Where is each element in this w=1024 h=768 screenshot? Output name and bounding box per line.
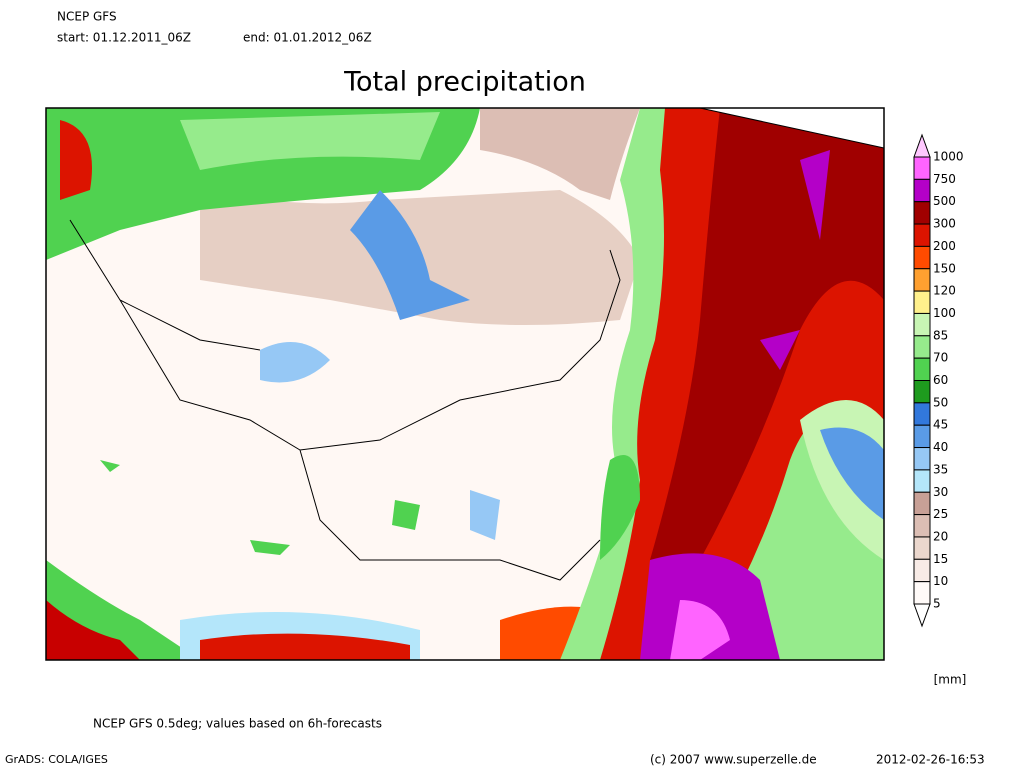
- colorbar-box: [913, 581, 931, 605]
- colorbar-box: [913, 290, 931, 314]
- colorbar-cap: [913, 133, 931, 158]
- colorbar-label: 100: [933, 306, 956, 320]
- colorbar-label: 50: [933, 395, 948, 409]
- colorbar-label: 70: [933, 351, 948, 365]
- colorbar-label: 60: [933, 373, 948, 387]
- colorbar-box: [913, 447, 931, 471]
- colorbar-label: 85: [933, 328, 948, 342]
- colorbar-label: 45: [933, 418, 948, 432]
- colorbar-box: [913, 536, 931, 560]
- software-label: GrADS: COLA/IGES: [5, 753, 108, 766]
- map-title: Total precipitation: [343, 67, 586, 98]
- colorbar-label: 200: [933, 239, 956, 253]
- colorbar-label: 35: [933, 462, 948, 476]
- colorbar-label: 150: [933, 261, 956, 275]
- end-label: end: 01.01.2012_06Z: [243, 31, 372, 45]
- colorbar-box: [913, 558, 931, 583]
- colorbar: 1000 750 500 300 200 150 120 100 85 70 60 50 45 40 35 3…: [913, 133, 964, 628]
- colorbar-label: 25: [933, 507, 948, 521]
- colorbar-box: [913, 357, 931, 381]
- colorbar-box: [913, 491, 931, 516]
- start-label: start: 01.12.2011_06Z: [57, 31, 191, 45]
- colorbar-box: [913, 268, 931, 292]
- colorbar-box: [913, 335, 931, 359]
- colorbar-box: [913, 201, 931, 225]
- colorbar-label: 30: [933, 485, 948, 499]
- colorbar-label: 1000: [933, 150, 964, 164]
- colorbar-label: 15: [933, 552, 948, 566]
- colorbar-label: 20: [933, 529, 948, 543]
- colorbar-label: 10: [933, 574, 948, 588]
- colorbar-box: [913, 312, 931, 337]
- colorbar-label: 500: [933, 194, 956, 208]
- model-label: NCEP GFS: [57, 10, 117, 24]
- colorbar-box: [913, 514, 931, 538]
- map: [45, 107, 885, 661]
- copyright-label: (c) 2007 www.superzelle.de: [650, 753, 817, 767]
- colorbar-box: [913, 223, 931, 247]
- colorbar-label: 5: [933, 597, 941, 611]
- colorbar-label: 750: [933, 172, 956, 186]
- colorbar-box: [913, 380, 931, 404]
- colorbar-box: [913, 424, 931, 449]
- colorbar-box: [913, 245, 931, 270]
- colorbar-box: [913, 469, 931, 493]
- footer-note: NCEP GFS 0.5deg; values based on 6h-fore…: [93, 717, 382, 731]
- colorbar-box: [913, 178, 931, 203]
- unit-label: [mm]: [934, 673, 967, 687]
- colorbar-label: 120: [933, 284, 956, 298]
- colorbar-label: 300: [933, 217, 956, 231]
- colorbar-box: [913, 156, 931, 180]
- colorbar-label: 40: [933, 440, 948, 454]
- colorbar-cap: [913, 603, 931, 628]
- timestamp-label: 2012-02-26-16:53: [876, 753, 985, 767]
- colorbar-box: [913, 402, 931, 426]
